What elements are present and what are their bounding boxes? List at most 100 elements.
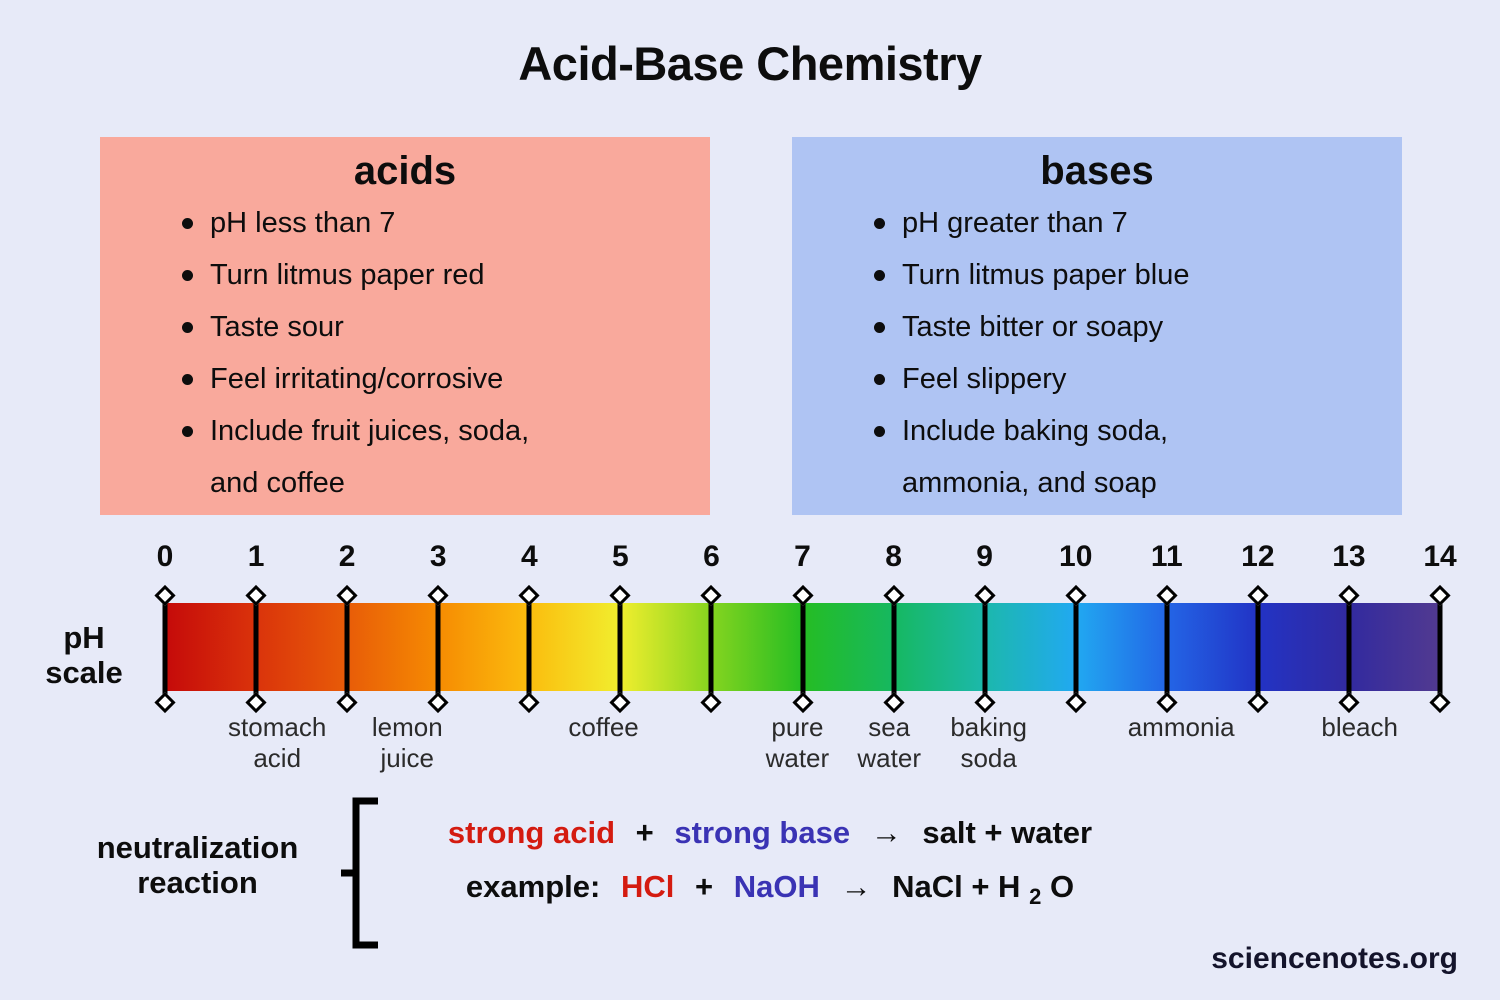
ph-tick: 0: [154, 540, 176, 714]
list-item-line: Include baking soda,: [902, 415, 1169, 447]
list-item: Taste sour: [182, 301, 660, 353]
ph-tick-number: 6: [703, 540, 720, 573]
eq1-arrow-icon: →: [870, 815, 902, 850]
bullet-icon: [182, 270, 193, 281]
bullet-icon: [874, 426, 885, 437]
eq1-plus-sign: +: [635, 815, 654, 850]
list-item: Feel slippery: [874, 353, 1352, 405]
tick-line: [982, 601, 988, 697]
eq2-hcl: HCl: [620, 869, 675, 904]
ph-tick: 3: [427, 540, 449, 714]
ph-tick: 7: [791, 540, 814, 714]
eq2-subscript: 2: [1029, 884, 1042, 909]
ph-tick: 4: [518, 540, 540, 714]
ph-scale-label: pH scale: [28, 620, 140, 690]
tick-diamond-top-icon: [427, 584, 449, 607]
substance-label-lemon-juice: lemon juice: [372, 712, 443, 774]
ph-tick: 11: [1151, 540, 1183, 714]
ph-tick-number: 4: [520, 540, 538, 573]
ph-tick-number: 9: [976, 540, 993, 573]
list-item-line: pH less than 7: [210, 207, 396, 239]
page-title: Acid-Base Chemistry: [518, 37, 982, 90]
neutralization-label-line2: reaction: [137, 865, 258, 900]
tick-diamond-bottom-icon: [1338, 691, 1360, 714]
bullet-icon: [182, 426, 193, 437]
bullet-icon: [874, 374, 885, 385]
substance-label-line: sea: [868, 712, 911, 742]
tick-diamond-bottom-icon: [882, 691, 905, 714]
ph-tick-number: 0: [156, 540, 174, 573]
list-item-line: Feel irritating/corrosive: [210, 363, 504, 395]
tick-diamond-bottom-icon: [245, 691, 267, 714]
eq1-products: salt + water: [922, 815, 1093, 850]
ph-tick-number: 11: [1150, 540, 1183, 573]
ph-scale-label-line2: scale: [45, 655, 123, 690]
tick-diamond-top-icon: [882, 584, 905, 607]
tick-line: [1073, 601, 1079, 697]
tick-diamond-top-icon: [336, 584, 358, 607]
substance-label-line: water: [765, 743, 830, 773]
acids-box-title: acids: [353, 149, 457, 193]
tick-diamond-bottom-icon: [1156, 691, 1178, 714]
substance-label-bleach: bleach: [1321, 712, 1398, 743]
substance-label-line: bleach: [1321, 712, 1398, 742]
tick-line: [1255, 601, 1261, 697]
list-item-line: Include fruit juices, soda,: [210, 415, 530, 447]
list-item-line: Taste bitter or soapy: [902, 311, 1164, 343]
tick-diamond-bottom-icon: [609, 691, 631, 714]
ph-tick-number: 13: [1332, 540, 1366, 573]
tick-diamond-bottom-icon: [154, 691, 176, 714]
tick-line: [617, 601, 623, 697]
tick-diamond-bottom-icon: [1247, 691, 1269, 714]
list-item: pH less than 7: [182, 197, 660, 249]
tick-diamond-top-icon: [1247, 584, 1269, 607]
list-item: Turn litmus paper blue: [874, 249, 1352, 301]
substance-label-line: coffee: [568, 712, 639, 742]
ph-tick: 9: [974, 540, 996, 714]
eq2-product-post: O: [1049, 869, 1075, 904]
list-item-line: and coffee: [210, 467, 345, 499]
tick-diamond-bottom-icon: [336, 691, 358, 714]
list-item: Feel irritating/corrosive: [182, 353, 660, 405]
list-item-line: Feel slippery: [902, 363, 1067, 395]
substance-label-line: juice: [380, 743, 434, 773]
bullet-icon: [182, 374, 193, 385]
ph-tick-number: 5: [612, 540, 629, 573]
substance-label-line: soda: [960, 743, 1017, 773]
ph-tick: 1: [245, 540, 267, 714]
tick-line: [162, 601, 168, 697]
tick-diamond-bottom-icon: [700, 691, 723, 714]
list-item-line: Turn litmus paper red: [210, 259, 485, 291]
ph-tick: 10: [1059, 540, 1092, 714]
tick-line: [891, 601, 897, 697]
eq2-product-pre: NaCl + H: [892, 869, 1021, 904]
tick-diamond-bottom-icon: [427, 691, 449, 714]
eq2-arrow-icon: →: [840, 869, 872, 904]
neutralization-equations: strong acid + strong base → salt + water…: [375, 806, 1165, 917]
tick-diamond-top-icon: [609, 584, 631, 607]
list-item: pH greater than 7: [874, 197, 1352, 249]
bases-box-title: bases: [1040, 149, 1154, 193]
ph-tick-number: 14: [1423, 540, 1457, 573]
tick-diamond-top-icon: [154, 584, 176, 607]
list-item-line: pH greater than 7: [902, 207, 1128, 239]
equation-line-2: example: HCl + NaOH → NaCl + H 2 O: [375, 860, 1165, 917]
tick-line: [1346, 601, 1352, 697]
ph-scale-label-line1: pH: [63, 620, 105, 655]
substance-label-line: acid: [253, 743, 302, 773]
list-item: Include fruit juices, soda, and coffee: [182, 405, 660, 509]
eq2-naoh: NaOH: [733, 869, 820, 904]
tick-diamond-top-icon: [245, 584, 267, 607]
ph-tick: 12: [1241, 540, 1275, 714]
substance-label-sea-water: sea water: [857, 712, 921, 774]
list-item-line: Turn litmus paper blue: [902, 259, 1190, 291]
list-item-line: Taste sour: [210, 311, 344, 343]
substance-label-coffee: coffee: [568, 712, 638, 743]
tick-diamond-top-icon: [791, 584, 814, 607]
tick-diamond-bottom-icon: [974, 691, 996, 714]
acids-box: acids pH less than 7 Turn litmus paper re…: [100, 137, 710, 515]
tick-diamond-top-icon: [1156, 584, 1178, 607]
bullet-icon: [874, 218, 885, 229]
list-item: Taste bitter or soapy: [874, 301, 1352, 353]
substance-label-line: stomach: [228, 712, 327, 742]
